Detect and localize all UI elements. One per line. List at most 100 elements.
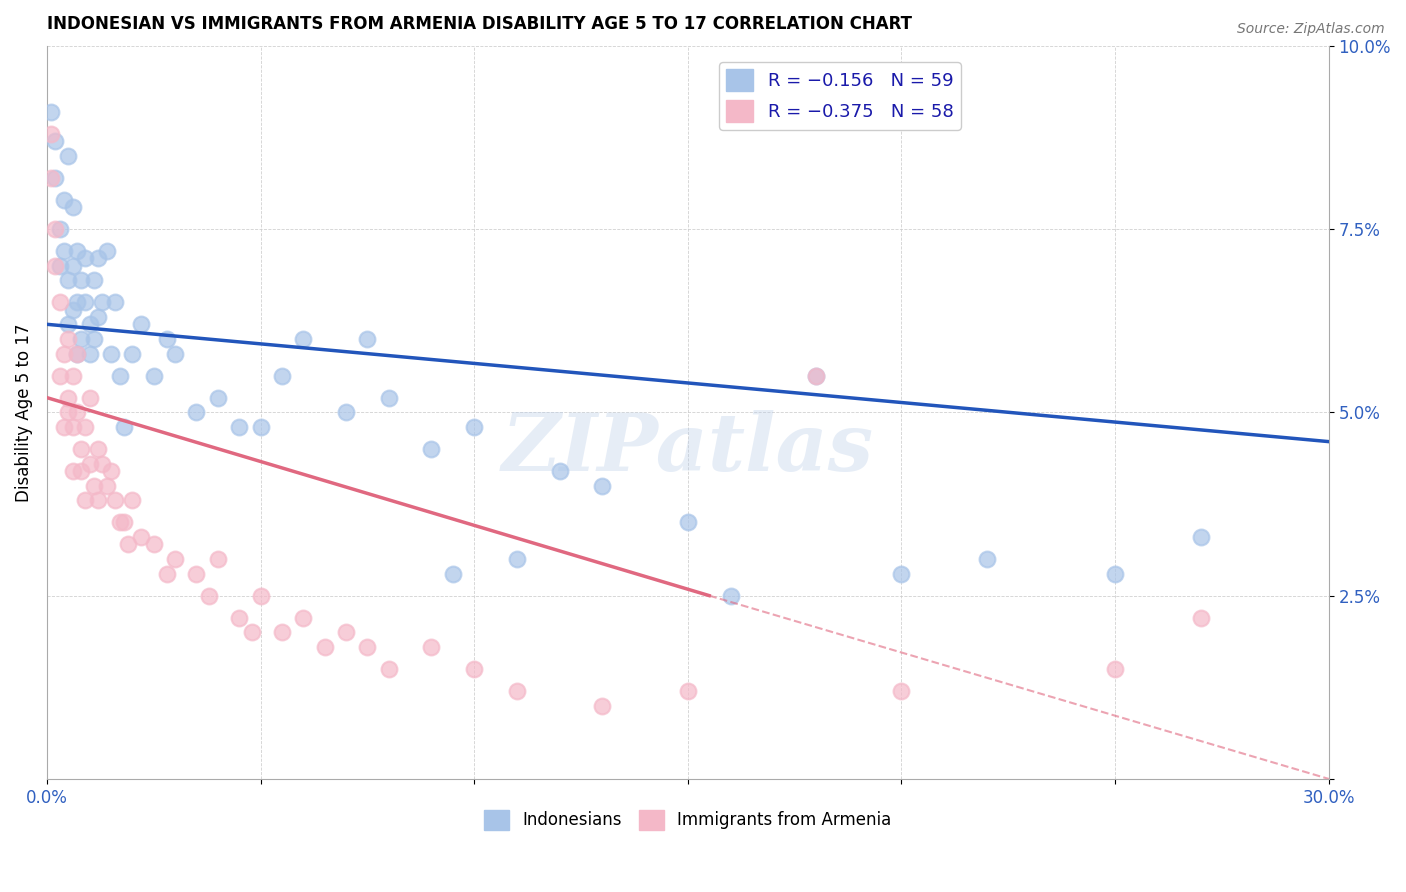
Point (463, 662, 485, 676)
Point (506, 684, 529, 698)
Point (53, 346, 76, 360)
Point (100, 464, 122, 478)
Point (591, 478, 613, 492)
Point (58, 318, 80, 332)
Point (44, 222, 66, 236)
Point (112, 516, 135, 530)
Point (75, 295, 97, 310)
Point (70, 273, 93, 287)
Point (62, 200, 84, 214)
Point (58, 273, 80, 287)
Point (62, 302, 84, 317)
Point (420, 442, 443, 456)
Point (121, 493, 143, 508)
Point (96, 244, 118, 258)
Point (548, 464, 571, 478)
Point (39, 170, 62, 185)
Point (104, 295, 127, 310)
Point (58, 391, 80, 405)
Point (79, 457, 101, 471)
Point (804, 368, 827, 383)
Point (335, 625, 357, 640)
Point (270, 625, 292, 640)
Point (356, 640, 378, 654)
Point (356, 332, 378, 346)
Point (79, 391, 101, 405)
Point (87, 310, 110, 324)
Point (108, 368, 131, 383)
Point (976, 552, 998, 566)
Point (377, 391, 399, 405)
Point (75, 252, 97, 266)
Point (207, 552, 229, 566)
Point (1104, 662, 1126, 676)
Point (129, 318, 152, 332)
Point (292, 332, 315, 346)
Point (463, 420, 485, 434)
Point (676, 516, 699, 530)
Point (142, 368, 165, 383)
Point (58, 332, 80, 346)
Point (87, 252, 110, 266)
Point (62, 464, 84, 478)
Point (75, 420, 97, 434)
Point (66, 295, 89, 310)
Point (142, 537, 165, 551)
Point (228, 420, 250, 434)
Point (165, 346, 187, 360)
Point (53, 244, 76, 258)
Text: INDONESIAN VS IMMIGRANTS FROM ARMENIA DISABILITY AGE 5 TO 17 CORRELATION CHART: INDONESIAN VS IMMIGRANTS FROM ARMENIA DI… (46, 15, 912, 33)
Point (66, 405, 89, 419)
Point (79, 318, 101, 332)
Point (1189, 610, 1212, 624)
Point (108, 516, 131, 530)
Point (62, 368, 84, 383)
Point (804, 368, 827, 383)
Point (53, 420, 76, 434)
Point (121, 346, 143, 360)
Point (186, 405, 208, 419)
Point (377, 662, 399, 676)
Point (1104, 566, 1126, 581)
Point (83, 273, 105, 287)
Point (58, 149, 80, 163)
Point (129, 530, 152, 544)
Point (186, 566, 208, 581)
Point (62, 420, 84, 434)
Point (100, 346, 122, 360)
Point (70, 332, 93, 346)
Point (240, 625, 263, 640)
Point (335, 405, 357, 419)
Y-axis label: Disability Age 5 to 17: Disability Age 5 to 17 (15, 323, 32, 501)
Text: ZIPatlas: ZIPatlas (502, 410, 875, 488)
Point (48, 259, 70, 273)
Point (676, 684, 699, 698)
Point (1189, 530, 1212, 544)
Point (39, 104, 62, 119)
Point (270, 368, 292, 383)
Point (39, 127, 62, 141)
Point (44, 170, 66, 185)
Point (83, 332, 105, 346)
Point (249, 589, 271, 603)
Point (44, 134, 66, 148)
Point (117, 537, 139, 551)
Point (506, 552, 529, 566)
Legend: Indonesians, Immigrants from Armenia: Indonesians, Immigrants from Armenia (478, 803, 898, 837)
Point (83, 478, 105, 492)
Point (58, 405, 80, 419)
Point (720, 589, 742, 603)
Point (165, 552, 187, 566)
Point (420, 640, 443, 654)
Point (890, 566, 912, 581)
Point (62, 259, 84, 273)
Point (591, 698, 613, 713)
Point (207, 391, 229, 405)
Point (48, 222, 70, 236)
Point (314, 640, 336, 654)
Point (249, 420, 271, 434)
Point (66, 346, 89, 360)
Point (155, 566, 177, 581)
Point (87, 493, 110, 508)
Point (66, 244, 89, 258)
